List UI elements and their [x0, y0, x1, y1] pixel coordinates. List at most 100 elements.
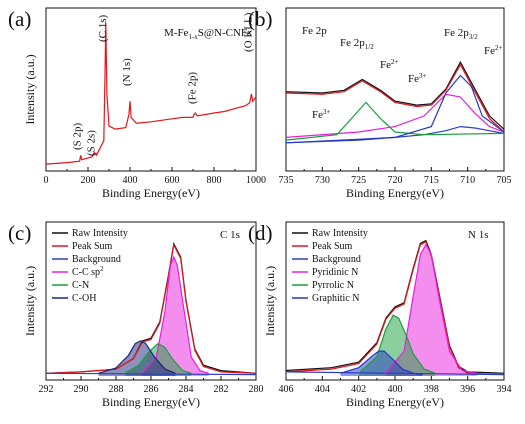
peak-label-text: Fe 2p	[444, 27, 469, 39]
x-tick-label: 725	[351, 175, 366, 186]
x-tick-label: 290	[74, 384, 89, 395]
peak-label-superscript: 3+	[419, 72, 427, 80]
legend-entry: Background	[312, 254, 361, 265]
y-axis-label: Intensity (a.u.)	[263, 266, 277, 336]
x-tick-label: 715	[424, 175, 439, 186]
x-tick-label: 406	[279, 384, 294, 395]
legend: Raw Intensity Peak Sum Background Pyridinic…	[292, 228, 368, 304]
legend-entry-label: Pyridinic N	[312, 267, 358, 278]
legend-entry-label: Graphitic N	[312, 293, 360, 304]
x-tick-label: 730	[315, 175, 330, 186]
peak-label: Fe 2p1/2	[340, 37, 374, 51]
sample-label-rest: S@N-CNFs	[198, 27, 252, 39]
series-line-5	[285, 74, 505, 144]
series-lines	[45, 22, 257, 165]
legend-entry-label: Background	[72, 254, 121, 265]
x-axis-label: Binding Energy(eV)	[102, 186, 200, 200]
legend-entry: C-N	[72, 280, 89, 291]
x-tick-label: 735	[279, 175, 294, 186]
x-axis-label: Binding Energy(eV)	[346, 395, 444, 409]
peak-label-text: Fe 2p	[340, 37, 365, 49]
peak-label-superscript: 2+	[495, 44, 503, 52]
x-tick-label: 0	[44, 175, 49, 186]
legend-entry: Pyridinic N	[312, 267, 358, 278]
legend-entry: Pyrrolic N	[312, 280, 354, 291]
legend-entry: Raw Intensity	[72, 228, 128, 239]
spectrum-label: C 1s	[220, 229, 240, 241]
panel-letter: (d)	[248, 221, 273, 245]
y-axis-label: Intensity (a.u.)	[23, 54, 37, 124]
x-tick-label: 282	[214, 384, 229, 395]
peak-label: (N 1s)	[121, 58, 133, 86]
series-line-0	[45, 22, 257, 165]
legend-entry: Raw Intensity	[312, 228, 368, 239]
legend-entry-label: Pyrrolic N	[312, 280, 354, 291]
x-tick-label: 705	[497, 175, 512, 186]
x-tick-label: 396	[460, 384, 475, 395]
peak-fills	[340, 244, 477, 376]
series-lines	[285, 60, 505, 144]
x-axis-label: Binding Energy(eV)	[346, 186, 444, 200]
y-axis-label: Intensity (a.u.)	[23, 266, 37, 336]
peak-label: (S 2p)	[72, 122, 84, 150]
peak-label: (O KLL)	[242, 12, 254, 52]
series-line-c-n	[124, 342, 192, 374]
series-line-pyrrolic-n	[358, 314, 436, 374]
peak-label-subscript: 1/2	[365, 43, 374, 51]
peak-label: (Fe 2p)	[186, 72, 198, 104]
legend-entry-label: Peak Sum	[312, 241, 353, 252]
peak-label: Fe3+	[312, 108, 331, 121]
x-tick-label: 1000	[246, 175, 266, 186]
peak-label: Fe 2p3/2	[444, 27, 478, 41]
x-tick-label: 720	[388, 175, 403, 186]
x-tick-label: 398	[424, 384, 439, 395]
sample-label-subscript: 1-x	[188, 33, 198, 41]
peak-label-superscript: 3+	[323, 108, 331, 116]
x-tick-label: 288	[109, 384, 124, 395]
peak-fill-2	[98, 340, 176, 376]
panel-letter: (b)	[248, 7, 273, 31]
peak-label: Fe2+	[380, 58, 399, 71]
x-tick-label: 402	[351, 384, 366, 395]
series-line-background	[45, 372, 257, 376]
peak-label-text: Fe	[484, 45, 495, 57]
x-tick-label: 292	[39, 384, 54, 395]
x-tick-label: 710	[460, 175, 475, 186]
legend-entry-label: Background	[312, 254, 361, 265]
legend-entry: Peak Sum	[312, 241, 353, 252]
panel-letter: (c)	[8, 221, 31, 245]
series-line-c-oh	[98, 340, 176, 374]
peak-label-superscript: 2+	[391, 58, 399, 66]
x-tick-label: 800	[207, 175, 222, 186]
peak-label-text: Fe	[380, 59, 391, 71]
x-tick-label: 400	[123, 175, 138, 186]
x-tick-label: 286	[144, 384, 159, 395]
legend-entry-label: C-OH	[72, 293, 96, 304]
legend-entry-label: Raw Intensity	[72, 228, 128, 239]
peak-label-subscript: 3/2	[469, 33, 478, 41]
legend-entry: C-C sp2	[72, 265, 104, 278]
panel-letter: (a)	[8, 7, 31, 31]
legend-entry: Peak Sum	[72, 241, 113, 252]
x-tick-label: 404	[315, 384, 330, 395]
spectrum-label: Fe 2p	[302, 25, 327, 37]
series-line-background	[285, 371, 505, 376]
legend-entry-label: Raw Intensity	[312, 228, 368, 239]
x-tick-label: 280	[249, 384, 264, 395]
x-tick-label: 394	[497, 384, 512, 395]
x-tick-label: 284	[179, 384, 194, 395]
sample-label: M-Fe1-xS@N-CNFs	[164, 27, 251, 41]
legend-entry: Graphitic N	[312, 293, 360, 304]
spectrum-label: N 1s	[468, 229, 488, 241]
peak-label-text: Fe	[408, 73, 419, 85]
peak-label: Fe2+	[484, 44, 503, 57]
series-line-4	[285, 101, 505, 141]
legend-entry-label: C-C sp	[72, 267, 100, 278]
series-line-2	[285, 125, 505, 144]
sample-label-main: M-Fe	[164, 27, 189, 39]
series-lines	[285, 239, 505, 376]
peak-label: (S 2s)	[85, 130, 97, 156]
peak-label-text: Fe	[312, 109, 323, 121]
